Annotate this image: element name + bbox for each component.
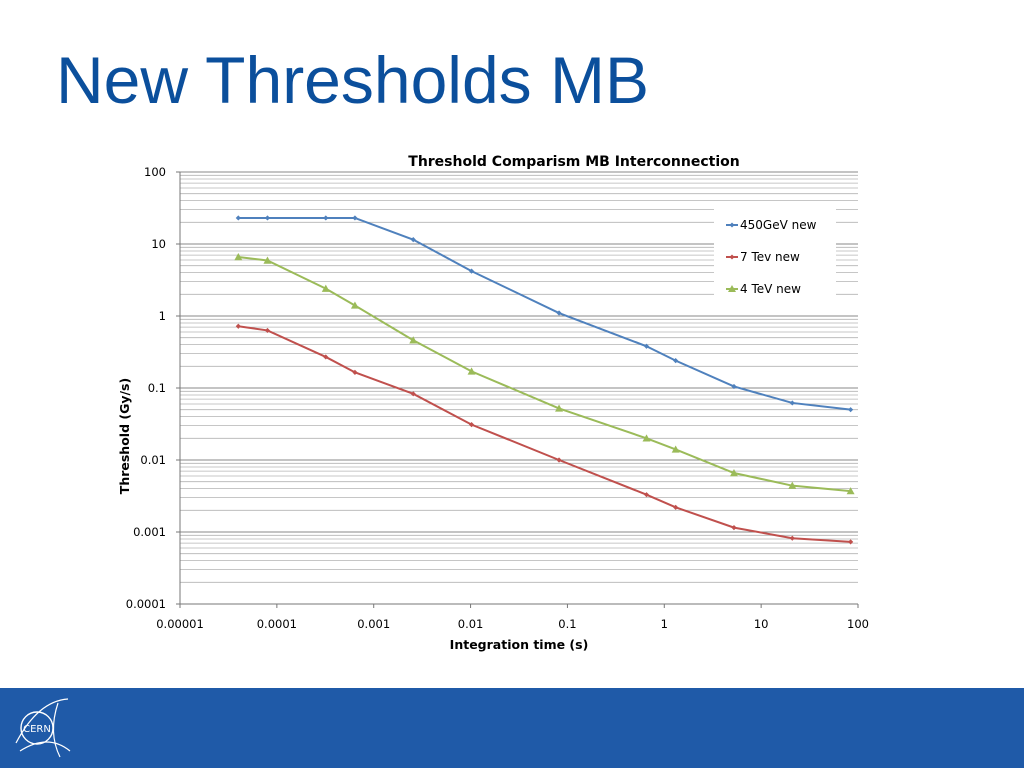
data-point	[410, 237, 416, 243]
data-point	[234, 252, 243, 261]
data-point	[846, 487, 855, 495]
data-point	[235, 215, 241, 221]
cern-logo: CERN	[15, 698, 71, 758]
chart-legend: 450GeV new 7 Tev new 4 TeV new	[714, 204, 836, 304]
y-tick-label: 0.001	[133, 525, 166, 539]
data-point	[350, 301, 359, 309]
legend-swatch-marker	[729, 222, 735, 228]
data-point	[467, 367, 476, 375]
data-point	[643, 492, 650, 498]
y-tick-label: 10	[151, 237, 166, 251]
y-tick-label: 0.01	[140, 453, 166, 467]
data-point	[556, 457, 562, 463]
x-tick-label: 0.0001	[257, 617, 297, 631]
data-point	[731, 383, 737, 390]
data-point	[729, 468, 738, 477]
data-point	[555, 404, 564, 412]
legend-entry-label: 4 TeV new	[740, 282, 801, 296]
legend-swatch-marker	[729, 254, 735, 260]
footer-bar: CERN	[0, 688, 1024, 768]
data-point	[263, 256, 272, 264]
series-group	[235, 215, 854, 413]
y-tick-label: 0.0001	[126, 597, 166, 611]
slide-title: New Thresholds MB	[56, 43, 650, 117]
data-point	[848, 407, 854, 413]
data-point	[673, 504, 679, 510]
data-point	[848, 539, 854, 545]
x-tick-label: 0.001	[357, 617, 390, 631]
data-point	[468, 268, 475, 274]
legend-swatch-marker	[728, 285, 736, 292]
x-tick-label: 0.01	[458, 617, 484, 631]
series-line	[238, 325, 851, 543]
series-group	[234, 252, 855, 495]
x-tick-label: 0.1	[558, 617, 576, 631]
data-point	[642, 434, 651, 442]
legend-entry-label: 7 Tev new	[740, 250, 800, 264]
y-tick-label: 0.1	[148, 381, 166, 395]
data-point	[671, 445, 680, 453]
data-point	[789, 535, 795, 541]
data-point	[352, 215, 358, 221]
y-tick-label: 1	[159, 309, 166, 323]
legend-box	[714, 204, 836, 304]
data-point	[264, 215, 271, 221]
x-tick-label: 100	[847, 617, 869, 631]
chart-series	[234, 215, 855, 545]
series-group	[235, 323, 854, 545]
data-point	[788, 481, 797, 489]
data-point	[556, 310, 562, 316]
chart-svg: 100 10 1 0.1 0.01 0.001 0.0001 0.00001 0.0001 0.0…	[117, 154, 869, 652]
data-point	[235, 323, 241, 329]
x-tick-label: 10	[754, 617, 769, 631]
data-point	[409, 336, 418, 344]
x-tick-label: 1	[661, 617, 668, 631]
data-point	[731, 525, 737, 531]
x-tick-label: 0.00001	[156, 617, 204, 631]
data-point	[789, 400, 795, 406]
chart-area: 100 10 1 0.1 0.01 0.001 0.0001 0.00001 0.0001 0.0…	[110, 146, 870, 662]
chart-title: Threshold Comparism MB Interconnection	[408, 154, 739, 170]
legend-entry-label: 450GeV new	[740, 218, 817, 232]
series-line	[238, 255, 851, 493]
data-point	[468, 422, 475, 428]
y-axis-label: Threshold (Gy/s)	[117, 378, 132, 494]
data-point	[321, 284, 330, 292]
series-line	[238, 216, 851, 411]
x-axis-label: Integration time (s)	[450, 637, 589, 652]
data-point	[323, 215, 329, 221]
chart-axes: 100 10 1 0.1 0.01 0.001 0.0001 0.00001 0.0001 0.0…	[126, 165, 869, 631]
cern-logo-text: CERN	[23, 724, 51, 735]
y-tick-label: 100	[144, 165, 166, 179]
